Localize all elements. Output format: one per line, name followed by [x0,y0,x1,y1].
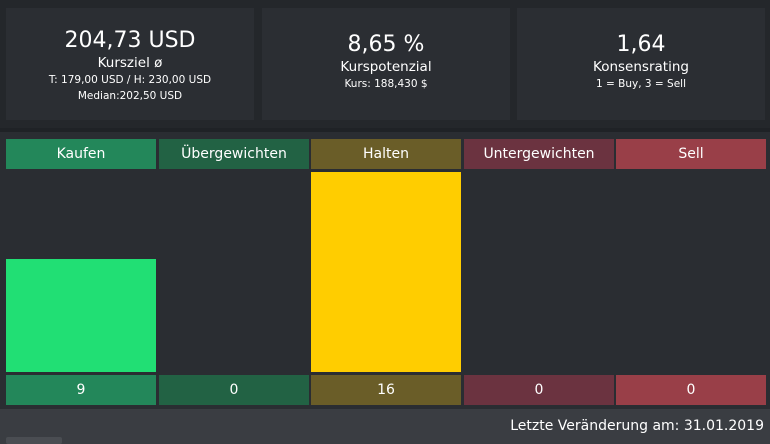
consensus-label: Konsensrating [593,59,689,75]
category-header-uebergewichten: Übergewichten [159,139,309,169]
consensus-card: 1,64 Konsensrating 1 = Buy, 3 = Sell [517,8,765,120]
price-target-value: 204,73 USD [64,28,196,53]
category-header-sell: Sell [616,139,766,169]
footer: Letzte Veränderung am: 31.01.2019 [0,409,770,444]
separator [0,128,770,132]
category-header-kaufen: Kaufen [6,139,156,169]
corner-decoration [6,437,62,444]
count-kaufen: 9 [6,375,156,405]
category-header-halten: Halten [311,139,461,169]
last-change-text: Letzte Veränderung am: 31.01.2019 [510,418,764,434]
consensus-value: 1,64 [616,32,666,57]
current-price: Kurs: 188,430 $ [344,78,428,90]
rating-bar-chart [6,172,461,372]
price-target-label: Kursziel ø [97,55,163,71]
bar-kaufen [6,259,156,372]
bar-halten [311,172,461,372]
count-sell: 0 [616,375,766,405]
consensus-scale: 1 = Buy, 3 = Sell [595,78,686,90]
count-uebergewichten: 0 [159,375,309,405]
potential-card: 8,65 % Kurspotenzial Kurs: 188,430 $ [262,8,510,120]
price-target-card: 204,73 USD Kursziel ø T: 179,00 USD / H:… [6,8,254,120]
potential-value: 8,65 % [347,32,425,57]
count-untergewichten: 0 [464,375,614,405]
count-halten: 16 [311,375,461,405]
potential-label: Kurspotenzial [340,59,432,75]
price-target-range: T: 179,00 USD / H: 230,00 USD [48,74,212,86]
category-header-untergewichten: Untergewichten [464,139,614,169]
price-target-median: Median:202,50 USD [77,90,183,102]
